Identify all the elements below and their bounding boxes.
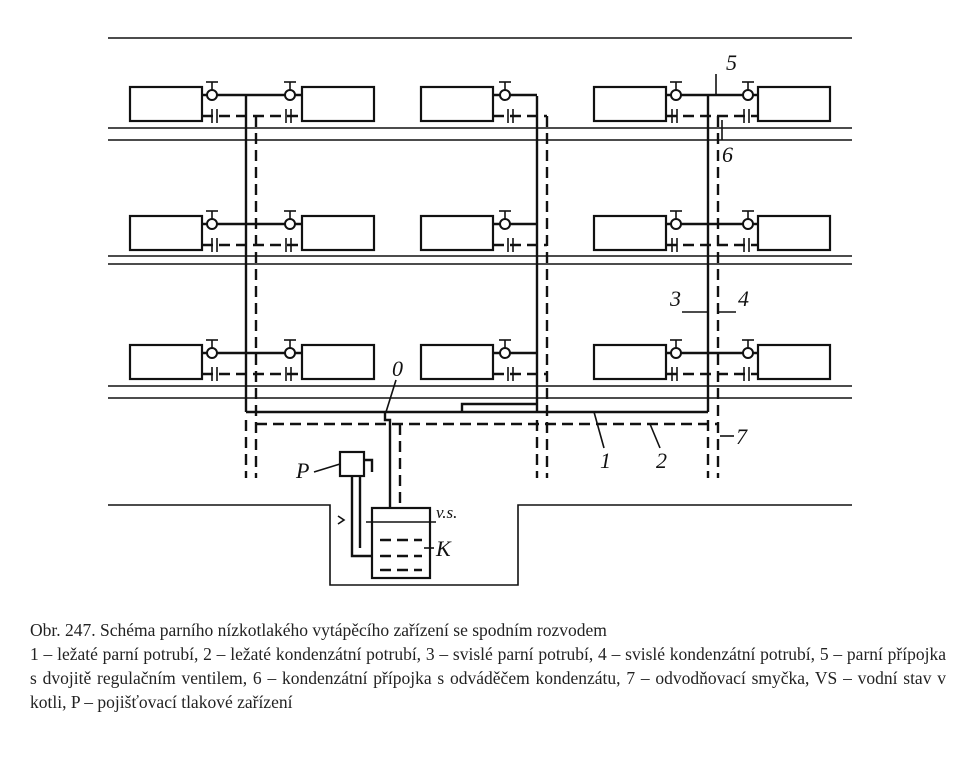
label-4: 4 (738, 286, 749, 311)
labels: 5 6 3 4 0 1 2 7 P v.s. K (295, 50, 749, 561)
valve-icon (206, 81, 218, 101)
building-structure (108, 37, 852, 586)
trap-icon (507, 367, 514, 381)
trap-icon (671, 238, 678, 252)
radiator (300, 85, 376, 123)
valves (206, 81, 754, 359)
label-5: 5 (726, 50, 737, 75)
caption-title: Obr. 247. Schéma parního nízkotlakého vy… (30, 620, 607, 640)
valve-icon (284, 339, 296, 359)
safety-device (337, 450, 374, 558)
radiator (128, 343, 204, 381)
figure-caption: Obr. 247. Schéma parního nízkotlakého vy… (30, 618, 946, 714)
radiator (419, 343, 495, 381)
radiator (300, 214, 376, 252)
radiator (300, 343, 376, 381)
valve-icon (284, 210, 296, 230)
valve-icon (284, 81, 296, 101)
label-6: 6 (722, 142, 733, 167)
valve-icon (670, 210, 682, 230)
radiators (128, 85, 832, 381)
valve-icon (499, 210, 511, 230)
label-3: 3 (669, 286, 681, 311)
label-0: 0 (392, 356, 403, 381)
radiator (128, 85, 204, 123)
trap-icon (285, 367, 292, 381)
steam-heating-diagram: 5 6 3 4 0 1 2 7 P v.s. K (108, 37, 852, 586)
trap-icon (671, 367, 678, 381)
trap-icon (743, 109, 750, 123)
trap-icon (507, 109, 514, 123)
radiator (756, 343, 832, 381)
trap-icon (211, 238, 218, 252)
label-2: 2 (656, 448, 667, 473)
trap-icon (285, 109, 292, 123)
valve-icon (670, 339, 682, 359)
trap-icon (671, 109, 678, 123)
valve-icon (742, 210, 754, 230)
boiler (366, 506, 436, 580)
radiator (756, 85, 832, 123)
label-7: 7 (736, 424, 748, 449)
steam-risers (244, 96, 710, 412)
label-k: K (435, 536, 452, 561)
radiator (419, 214, 495, 252)
radiator (592, 343, 668, 381)
label-p: P (295, 458, 309, 483)
valve-icon (499, 339, 511, 359)
label-vs: v.s. (436, 503, 457, 522)
trap-icon (743, 367, 750, 381)
valve-icon (206, 210, 218, 230)
radiator (128, 214, 204, 252)
radiator (592, 214, 668, 252)
caption-legend: 1 – ležaté parní potrubí, 2 – ležaté kon… (30, 644, 946, 712)
valve-icon (499, 81, 511, 101)
valve-icon (206, 339, 218, 359)
condensate-traps (211, 109, 750, 381)
radiator (419, 85, 495, 123)
trap-icon (743, 238, 750, 252)
valve-icon (670, 81, 682, 101)
radiator (756, 214, 832, 252)
trap-icon (211, 109, 218, 123)
trap-icon (507, 238, 514, 252)
radiator (592, 85, 668, 123)
trap-icon (211, 367, 218, 381)
condensate-risers (244, 116, 720, 478)
label-1: 1 (600, 448, 611, 473)
valve-icon (742, 339, 754, 359)
horizontal-mains (246, 402, 718, 508)
trap-icon (285, 238, 292, 252)
valve-icon (742, 81, 754, 101)
